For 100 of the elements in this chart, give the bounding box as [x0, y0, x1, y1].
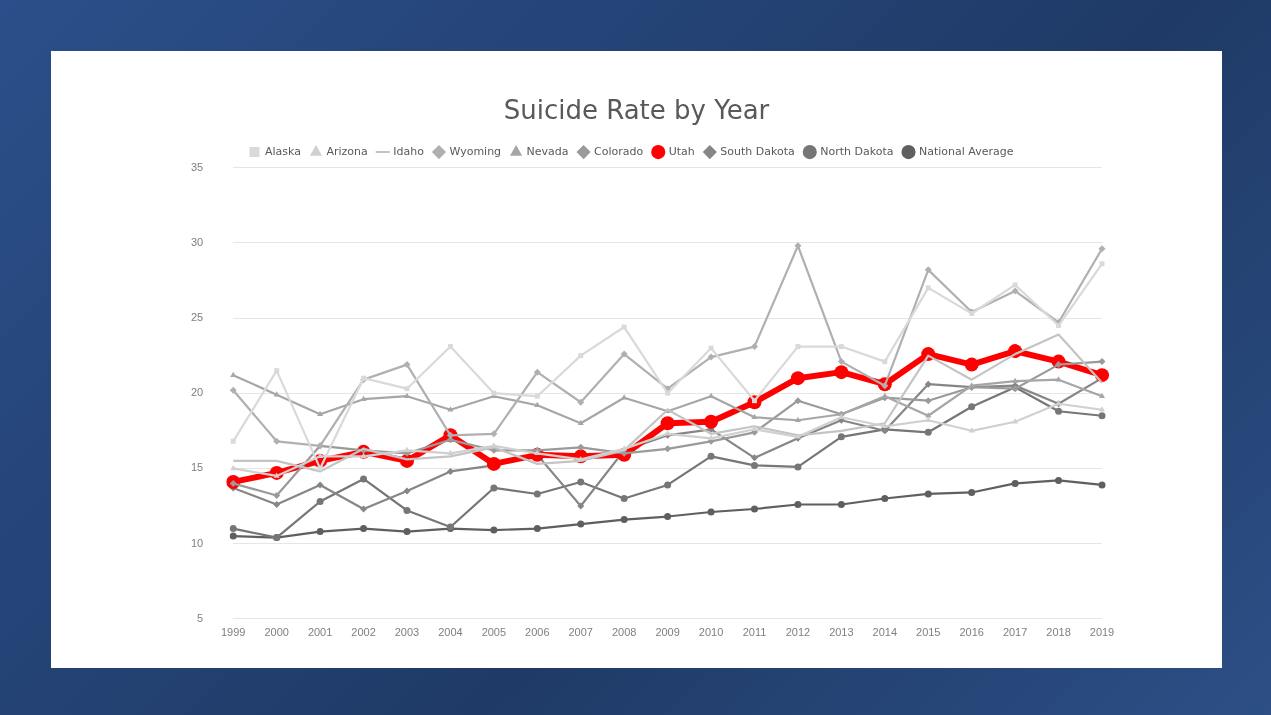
legend-label: National Average: [919, 144, 1014, 158]
y-tick-label: 30: [190, 235, 204, 248]
point: [620, 350, 628, 358]
y-tick-label: 5: [197, 611, 204, 624]
point: [924, 266, 932, 274]
point: [750, 343, 758, 351]
point: [317, 465, 323, 471]
point: [447, 344, 453, 350]
point: [490, 430, 498, 438]
point: [665, 390, 671, 396]
point: [230, 464, 237, 471]
x-tick-label: 2018: [1046, 626, 1071, 639]
point: [486, 456, 501, 471]
legend-label: Nevada: [526, 144, 569, 158]
x-tick-label: 2010: [698, 626, 724, 639]
point: [881, 422, 888, 429]
point: [794, 463, 802, 471]
point: [707, 353, 715, 361]
point: [533, 368, 541, 376]
point: [273, 491, 281, 499]
point: [924, 490, 932, 498]
point: [704, 414, 719, 429]
point: [881, 494, 889, 502]
point: [837, 358, 845, 366]
point: [968, 488, 976, 496]
x-tick-label: 1999: [220, 626, 246, 639]
point: [837, 433, 845, 441]
legend-label: South Dakota: [720, 144, 795, 158]
point: [534, 393, 540, 399]
point: [925, 412, 932, 418]
point: [794, 501, 802, 508]
point: [620, 494, 628, 502]
point: [1055, 476, 1063, 484]
point: [750, 505, 758, 513]
point: [403, 528, 411, 536]
point: [968, 403, 976, 411]
point: [707, 508, 715, 516]
y-tick-label: 25: [190, 311, 204, 324]
point: [1098, 245, 1106, 253]
point: [968, 427, 975, 433]
y-tick-label: 10: [190, 536, 204, 549]
x-tick-label: 2013: [829, 626, 854, 639]
point: [273, 437, 281, 445]
point: [1011, 287, 1019, 295]
point: [790, 371, 805, 386]
point: [1012, 377, 1019, 383]
point: [360, 525, 368, 533]
legend-label: Arizona: [326, 144, 368, 158]
chart-title: Suicide Rate by Year: [502, 95, 771, 125]
point: [317, 452, 324, 459]
point: [316, 481, 324, 489]
point: [360, 395, 367, 401]
point: [1098, 412, 1106, 420]
point: [924, 397, 932, 405]
point: [317, 410, 324, 417]
point: [708, 434, 715, 441]
point: [577, 502, 585, 510]
legend-label: North Dakota: [820, 144, 894, 158]
legend-label: Alaska: [265, 144, 301, 158]
y-tick-label: 15: [190, 461, 204, 474]
x-tick-label: 2004: [438, 626, 463, 639]
point: [1012, 418, 1019, 424]
point: [1011, 479, 1019, 487]
point: [403, 361, 411, 369]
point: [750, 461, 758, 469]
point: [447, 449, 454, 456]
point: [838, 344, 844, 350]
point: [1098, 358, 1106, 366]
x-tick-label: 2017: [1002, 626, 1028, 639]
point: [834, 365, 849, 380]
point: [360, 475, 368, 483]
y-tick-label: 35: [190, 160, 204, 173]
x-tick-label: 2008: [611, 626, 637, 639]
point: [577, 478, 585, 486]
point: [577, 419, 584, 426]
point: [664, 445, 672, 453]
x-tick-label: 2011: [742, 626, 767, 639]
point: [577, 443, 585, 451]
point: [229, 532, 237, 540]
point: [577, 520, 585, 528]
point: [925, 285, 931, 291]
legend-label: Idaho: [393, 144, 425, 158]
x-tick-label: 2019: [1089, 626, 1115, 639]
point: [794, 397, 802, 405]
point: [964, 357, 979, 372]
point: [660, 416, 675, 431]
point: [533, 490, 541, 498]
point: [924, 380, 932, 388]
point: [795, 344, 801, 350]
x-tick-label: 2015: [916, 626, 941, 639]
point: [707, 452, 715, 460]
point: [360, 505, 368, 513]
point: [490, 526, 498, 534]
legend-label: Wyoming: [449, 144, 502, 158]
point: [751, 413, 758, 420]
x-tick-label: 2016: [959, 626, 984, 639]
point: [490, 484, 498, 492]
point: [274, 368, 280, 374]
point: [533, 525, 541, 533]
legend-label: Utah: [668, 144, 695, 158]
